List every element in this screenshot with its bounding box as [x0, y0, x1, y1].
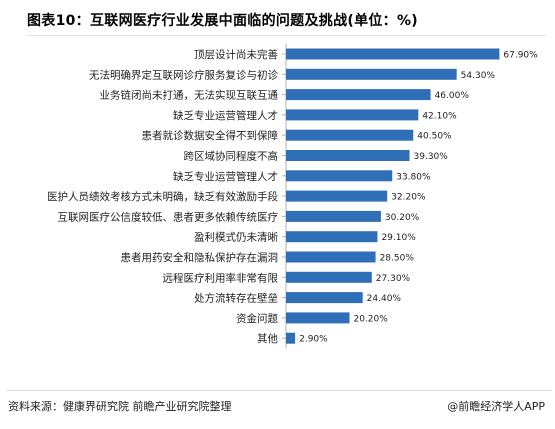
bar — [286, 170, 393, 182]
category-label: 缺乏专业运营管理人才 — [173, 170, 278, 183]
brand-label: @前瞻经济学人APP — [447, 400, 545, 413]
value-label: 54.30% — [461, 71, 496, 81]
bar — [286, 312, 350, 324]
value-label: 27.30% — [376, 274, 411, 284]
footer-divider — [6, 390, 551, 391]
value-label: 39.30% — [414, 152, 449, 162]
value-label: 29.10% — [381, 233, 416, 243]
category-label: 跨区域协同程度不高 — [184, 150, 279, 163]
bar — [286, 231, 378, 243]
category-label: 处方流转存在壁垒 — [194, 292, 278, 305]
bar — [286, 68, 457, 80]
category-label: 患者用药安全和隐私保护存在漏洞 — [121, 251, 279, 264]
category-label: 远程医疗利用率非常有限 — [163, 271, 279, 284]
title-divider — [27, 35, 547, 36]
value-label: 40.50% — [417, 132, 452, 142]
value-label: 67.90% — [503, 51, 538, 61]
value-label: 46.00% — [435, 91, 470, 101]
value-label: 42.10% — [422, 111, 457, 121]
bar — [286, 332, 296, 344]
category-label: 互联网医疗公信度较低、患者更多依赖传统医疗 — [58, 210, 279, 223]
bar — [286, 271, 372, 283]
bar — [286, 251, 376, 263]
source-note: 资料来源：健康界研究院 前瞻产业研究院整理 — [8, 400, 232, 413]
bar — [286, 210, 381, 222]
bar — [286, 109, 419, 121]
value-label: 24.40% — [367, 294, 402, 304]
bar — [286, 150, 410, 161]
value-label: 20.20% — [353, 314, 388, 324]
value-label: 32.20% — [391, 193, 426, 203]
bar — [286, 292, 363, 304]
value-label: 2.90% — [299, 335, 328, 345]
category-label: 盈利模式仍未清晰 — [194, 231, 278, 244]
category-label: 缺乏专业运营管理人才 — [173, 109, 278, 122]
value-label: 28.50% — [380, 254, 415, 264]
bar — [286, 190, 388, 202]
value-label: 30.20% — [385, 213, 420, 223]
bar — [286, 48, 500, 60]
category-label: 资金问题 — [236, 312, 278, 325]
category-label: 业务链闭尚未打通，无法实现互联互通 — [100, 89, 279, 102]
category-label: 患者就诊数据安全得不到保障 — [142, 129, 279, 142]
category-label: 无法明确界定互联网诊疗服务复诊与初诊 — [89, 68, 278, 81]
value-label: 33.80% — [396, 172, 431, 182]
bar — [286, 89, 431, 101]
bar — [286, 129, 414, 141]
category-label: 医护人员绩效考核方式未明确，缺乏有效激励手段 — [47, 190, 278, 203]
chart-title: 图表10：互联网医疗行业发展中面临的问题及挑战(单位：%) — [27, 13, 419, 29]
category-label: 顶层设计尚未完善 — [194, 48, 278, 61]
category-label: 其他 — [257, 332, 278, 345]
